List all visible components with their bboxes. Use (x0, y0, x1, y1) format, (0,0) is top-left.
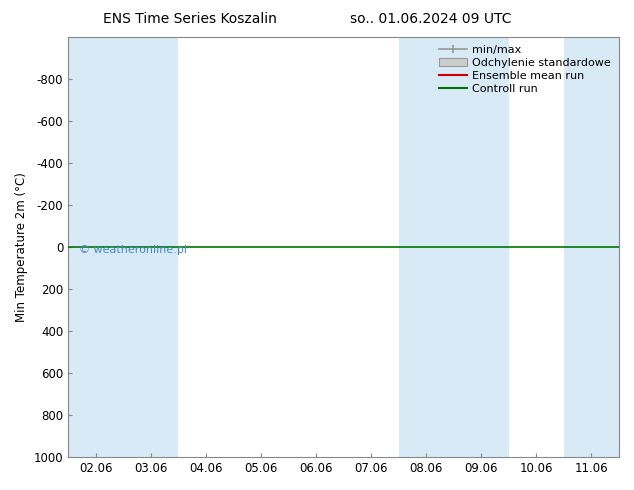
Bar (454, 37, 509, 457)
Bar (399, 37, 454, 457)
Legend: min/max, Odchylenie standardowe, Ensemble mean run, Controll run: min/max, Odchylenie standardowe, Ensembl… (435, 40, 616, 98)
Bar (68, 37, 123, 457)
Bar (123, 37, 178, 457)
Text: © weatheronline.pl: © weatheronline.pl (79, 245, 187, 255)
Text: so.. 01.06.2024 09 UTC: so.. 01.06.2024 09 UTC (351, 12, 512, 26)
Bar (564, 37, 619, 457)
Y-axis label: Min Temperature 2m (°C): Min Temperature 2m (°C) (15, 172, 28, 322)
Text: ENS Time Series Koszalin: ENS Time Series Koszalin (103, 12, 277, 26)
